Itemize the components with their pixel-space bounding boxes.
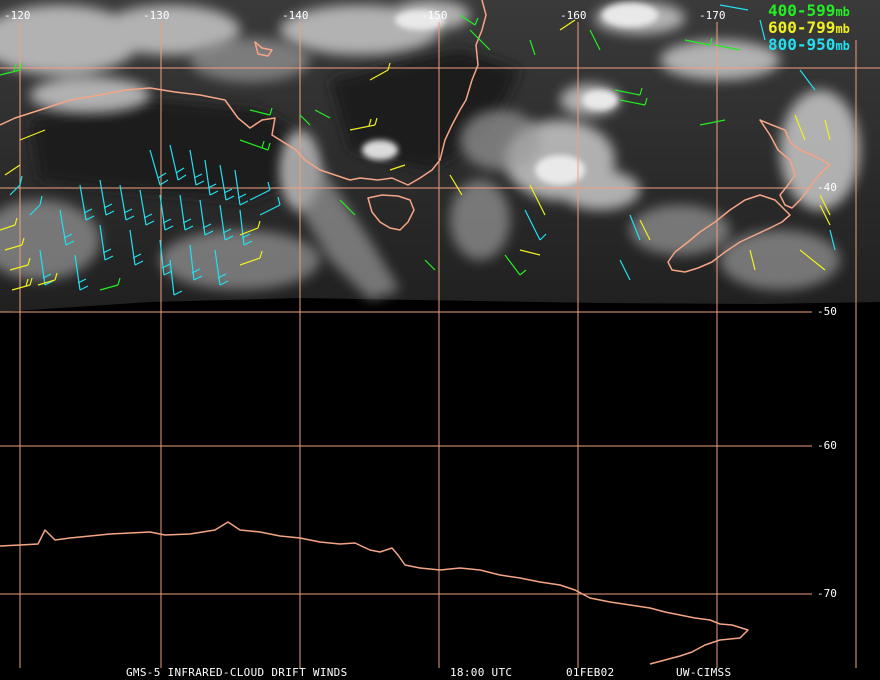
antarctica-coastline [0, 521, 749, 665]
wind-barbs-400-599mb [0, 14, 741, 291]
longitude-labels: -120 -130 -140 -150 -160 -170 [4, 9, 726, 22]
lat-label-50: -50 [817, 305, 837, 318]
coastlines [0, 0, 831, 665]
island-small-1 [254, 41, 273, 57]
map-caption: GMS-5 INFRARED-CLOUD DRIFT WINDS 18:00 U… [126, 666, 731, 679]
pressure-legend: 400-599mb 600-799mb 800-950mb [768, 1, 850, 54]
lon-label-170: -170 [699, 9, 726, 22]
caption-time: 18:00 UTC [450, 666, 512, 679]
australia-coastline [0, 0, 487, 186]
lat-label-70: -70 [817, 587, 837, 600]
tasmania-coastline [367, 194, 415, 231]
caption-date: 01FEB02 [566, 666, 614, 679]
latitude-labels: -40 -50 -60 -70 [817, 181, 837, 600]
wind-barbs-600-799mb [0, 19, 831, 291]
new-zealand-south-coastline [667, 194, 791, 273]
wind-barbs-800-950mb [9, 4, 836, 296]
caption-title: GMS-5 INFRARED-CLOUD DRIFT WINDS [126, 666, 348, 679]
lat-label-40: -40 [817, 181, 837, 194]
lon-label-140: -140 [282, 9, 309, 22]
lon-label-150: -150 [421, 9, 448, 22]
lat-lon-grid [0, 22, 880, 668]
new-zealand-north-coastline [759, 119, 831, 209]
satellite-imagery [0, 0, 880, 312]
lon-label-160: -160 [560, 9, 587, 22]
lon-label-130: -130 [143, 9, 170, 22]
caption-source: UW-CIMSS [676, 666, 731, 679]
legend-800-950: 800-950mb [768, 35, 850, 54]
legend-400-599: 400-599mb [768, 1, 850, 20]
lat-label-60: -60 [817, 439, 837, 452]
legend-600-799: 600-799mb [768, 18, 850, 37]
lon-label-120: -120 [4, 9, 31, 22]
